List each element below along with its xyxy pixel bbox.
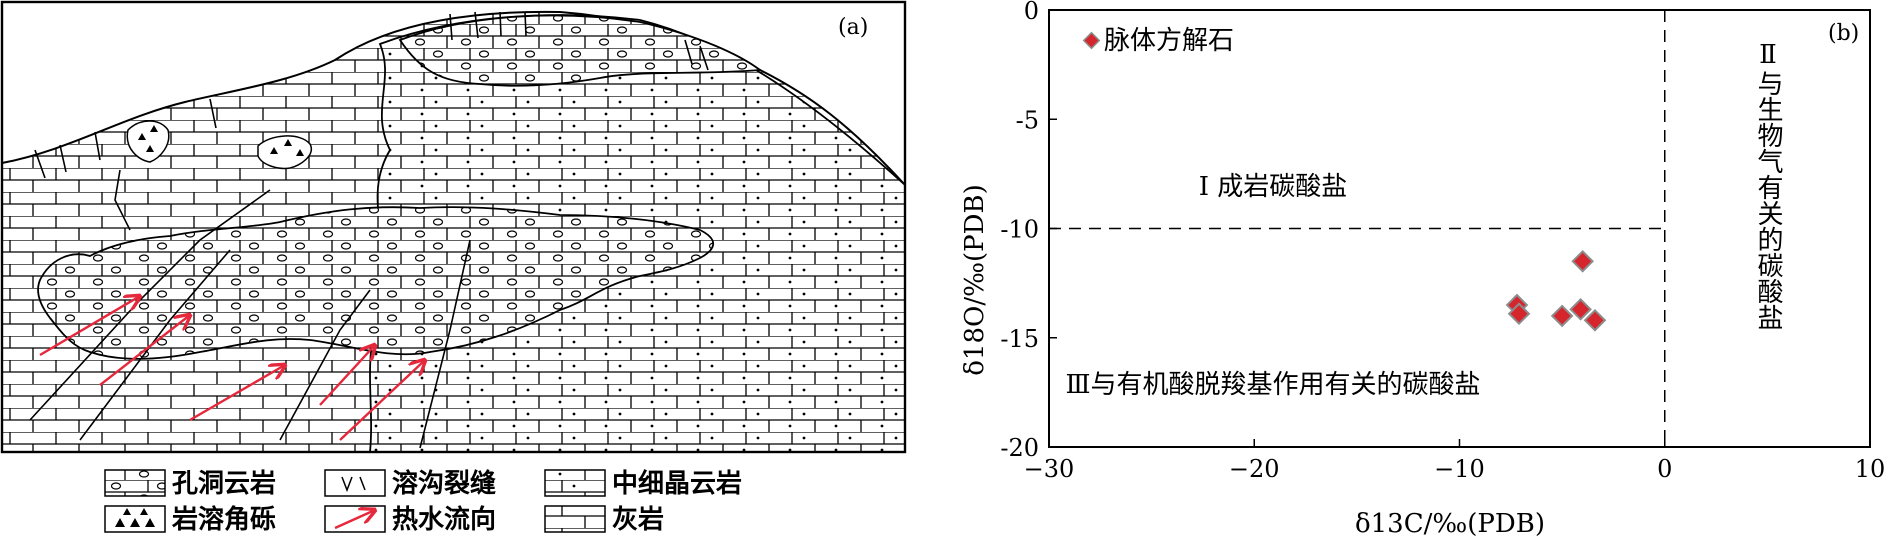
x-tick-label: −10 <box>1434 455 1485 483</box>
y-ticks: 0 -5 -10 -15 -20 <box>1000 0 1057 462</box>
x-tick-label: −20 <box>1229 455 1280 483</box>
data-point <box>1569 298 1592 321</box>
crystalline-dolomite-icon <box>544 469 606 497</box>
y-tick-label: 0 <box>1024 0 1039 25</box>
legend-marker <box>1082 31 1101 50</box>
vuggy-dolomite-icon <box>104 469 166 497</box>
panel-b-label: (b) <box>1828 21 1859 46</box>
legend-text: 脉体方解石 <box>1104 26 1234 56</box>
legend-karst-breccia: 岩溶角砾 <box>171 504 276 535</box>
panel-b-scatter: −30 −20 −10 0 10 0 -5 -10 -15 -20 (b) 脉体方解石 Ⅰ 成岩… <box>960 0 1885 539</box>
x-tick-label: 10 <box>1855 455 1886 483</box>
karst-breccia-icon <box>104 505 166 533</box>
panel-a-label: (a) <box>838 15 868 40</box>
x-ticks: −30 −20 −10 0 10 <box>1024 439 1886 483</box>
x-tick-label: −30 <box>1024 455 1075 483</box>
panel-a-frame <box>0 0 907 454</box>
hydrothermal-flow-arrows <box>39 296 425 441</box>
panel-a-legend: 孔洞云岩 溶沟裂缝 中细晶云岩 岩溶角砾 热水流向 灰岩 <box>104 468 742 535</box>
x-tick-label: 0 <box>1657 455 1672 483</box>
vuggy-dolomite-cap <box>398 14 763 87</box>
surface-karst-fissures <box>34 11 709 179</box>
y-tick-label: -5 <box>1016 106 1039 134</box>
region-I-label: Ⅰ 成岩碳酸盐 <box>1199 172 1348 202</box>
region-II-label: Ⅱ与生物气有关的碳酸盐 <box>1753 40 1783 330</box>
karst-breccia-pockets <box>126 120 313 170</box>
data-points <box>1505 249 1607 332</box>
red-arrow-icon <box>324 505 386 533</box>
region-III-label: Ⅲ与有机酸脱羧基作用有关的碳酸盐 <box>1065 370 1480 400</box>
data-point <box>1507 302 1531 326</box>
data-point <box>1550 304 1574 328</box>
legend-vuggy-dolomite: 孔洞云岩 <box>172 469 276 499</box>
fractures <box>29 169 471 449</box>
y-tick-label: -20 <box>1000 434 1039 462</box>
legend-limestone: 灰岩 <box>612 505 664 535</box>
legend-hydrothermal-flow: 热水流向 <box>392 504 496 535</box>
legend-crystalline-dolomite: 中细晶云岩 <box>612 468 742 499</box>
panel-a-cross-section: (a) <box>0 0 907 454</box>
data-point <box>1583 308 1607 332</box>
karst-fissure-icon <box>324 469 386 497</box>
vuggy-dolomite-lens <box>37 206 715 360</box>
data-point <box>1571 249 1594 273</box>
limestone-brick-icon <box>544 505 606 533</box>
legend-karst-fissure: 溶沟裂缝 <box>392 468 496 499</box>
y-tick-label: -10 <box>1000 216 1039 244</box>
x-axis-label: δ13C/‰(PDB) <box>1355 509 1545 539</box>
y-axis-label: δ18O/‰(PDB) <box>960 184 990 375</box>
y-tick-label: -15 <box>1000 325 1039 353</box>
